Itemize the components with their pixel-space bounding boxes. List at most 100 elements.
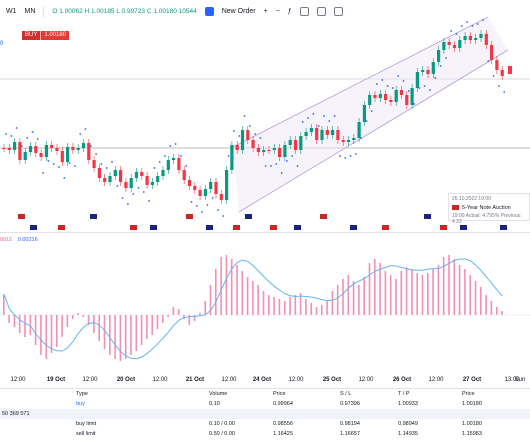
psar-dot	[153, 167, 156, 169]
macd-histogram-bar	[321, 305, 323, 315]
psar-dot	[259, 137, 262, 139]
macd-histogram-bar	[45, 315, 47, 359]
pane-divider[interactable]	[0, 232, 530, 233]
candle-body	[500, 70, 504, 76]
psar-dot	[185, 165, 188, 167]
candle-body	[410, 88, 414, 105]
time-axis-label: 12:00	[288, 377, 304, 383]
order-cell-type: 50 369 571	[2, 411, 30, 417]
psar-dot	[339, 155, 341, 157]
psar-dot	[142, 191, 145, 193]
order-cell-price: 0.99964	[273, 401, 293, 407]
psar-dot	[201, 211, 204, 213]
macd-histogram-bar	[416, 273, 418, 315]
order-row[interactable]: buy limit 0.10 / 0.00 0.98556 0.98194 0.9894…	[0, 419, 530, 429]
zoom-in-button[interactable]: +	[263, 8, 268, 15]
macd-histogram-bar	[448, 255, 450, 315]
psar-dot	[105, 167, 108, 169]
candle-body	[172, 158, 176, 160]
interval-mn[interactable]: MN	[24, 8, 36, 15]
time-axis-label: 12:00	[82, 377, 98, 383]
macd-histogram-bar	[34, 315, 37, 345]
candle-body	[140, 172, 144, 176]
indicators-icon[interactable]: ƒ	[287, 8, 292, 15]
time-axis-label: 24 Oct	[252, 377, 272, 383]
settings-icon[interactable]	[333, 7, 343, 16]
psar-dot	[270, 165, 272, 167]
psar-dot	[132, 193, 135, 195]
macd-histogram-bar	[384, 271, 387, 315]
candle-body	[426, 70, 430, 74]
order-cell-sl: 0.98194	[340, 421, 360, 427]
macd-histogram-bar	[358, 285, 360, 315]
time-axis-label: 12:00	[221, 377, 237, 383]
candle-body	[214, 182, 218, 194]
psar-dot	[127, 203, 129, 205]
order-row[interactable]: 50 369 571	[0, 409, 530, 419]
candle-body	[198, 190, 202, 196]
candle-body	[225, 170, 229, 200]
candle-body	[187, 180, 192, 186]
candle-body	[336, 130, 340, 140]
psar-dot	[36, 138, 39, 140]
macd-histogram-bar	[432, 269, 434, 315]
new-order-icon[interactable]	[204, 7, 214, 16]
psar-dot	[445, 57, 447, 59]
time-axis[interactable]: 12:00 19 Oct 12:00 20 Oct 12:00 21 Oct 12:00 24…	[0, 377, 530, 387]
event-flag	[294, 225, 301, 230]
badge-price: 1.00180	[40, 31, 70, 40]
macd-histogram-bar	[236, 265, 238, 315]
order-row[interactable]: sell limit 0.50 / 0.00 1.16425 1.16657 1.149…	[0, 429, 530, 439]
macd-histogram-bar	[13, 315, 16, 327]
new-order-button[interactable]: New Order	[221, 8, 256, 15]
psar-dot	[58, 166, 60, 168]
candle-body	[7, 148, 11, 150]
event-flag	[245, 214, 252, 219]
order-row[interactable]: buy 0.10 0.99964 0.97396 1.00933 1.00180	[0, 399, 530, 409]
macd-histogram-bar	[98, 315, 100, 341]
price-chart[interactable]	[0, 0, 530, 377]
macd-histogram-bar	[283, 301, 286, 315]
zoom-out-button[interactable]: −	[275, 8, 280, 15]
psar-dot	[280, 172, 283, 174]
candle-body	[362, 105, 366, 122]
interval-w1[interactable]: W1	[6, 8, 17, 15]
psar-dot	[243, 115, 246, 117]
last-price-marker	[508, 66, 512, 74]
event-flag	[440, 225, 447, 230]
candle-body	[230, 145, 234, 170]
buy-position-badge[interactable]: BUY 1.00180	[22, 31, 70, 40]
order-cell-tp: 1.14935	[398, 431, 418, 437]
order-cell-volume: 0.50 / 0.00	[209, 431, 235, 437]
chart-type-icon[interactable]	[299, 7, 309, 16]
candle-body	[87, 143, 91, 160]
time-axis-label: 20 Oct	[116, 377, 136, 383]
psar-dot	[503, 91, 506, 93]
candle-body	[182, 170, 186, 180]
candle-body	[346, 140, 351, 142]
macd-histogram-bar	[427, 273, 429, 315]
candle-body	[28, 146, 33, 152]
macd-histogram-bar	[453, 259, 456, 315]
psar-dot	[370, 110, 373, 112]
macd-histogram-bar	[331, 291, 334, 315]
macd-histogram-bar	[289, 297, 291, 315]
candle-body	[421, 70, 425, 72]
macd-histogram-bar	[167, 315, 169, 317]
macd-histogram-bar	[490, 301, 493, 315]
objects-icon[interactable]	[316, 7, 326, 16]
psar-dot	[434, 77, 437, 79]
candle-body	[161, 170, 165, 176]
macd-histogram-bar	[215, 269, 217, 315]
macd-histogram-bar	[124, 315, 127, 359]
macd-histogram-bar	[310, 303, 312, 315]
macd-histogram-bar	[209, 285, 212, 315]
macd-histogram-bar	[40, 315, 42, 355]
candle-body	[50, 145, 54, 148]
macd-histogram-bar	[82, 315, 85, 317]
candle-body	[203, 189, 207, 196]
candle-body	[97, 168, 101, 178]
candle-body	[18, 142, 22, 160]
orders-table: Type Volume Price S / L T / P Price buy 0…	[0, 388, 530, 443]
candle-body	[124, 182, 128, 188]
